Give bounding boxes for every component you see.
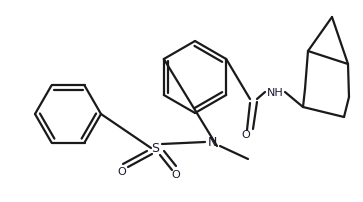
Text: S: S <box>151 142 159 155</box>
Text: N: N <box>207 136 217 149</box>
Text: O: O <box>242 129 250 139</box>
Text: O: O <box>118 166 126 176</box>
Text: NH: NH <box>267 87 284 98</box>
Text: O: O <box>172 169 180 179</box>
